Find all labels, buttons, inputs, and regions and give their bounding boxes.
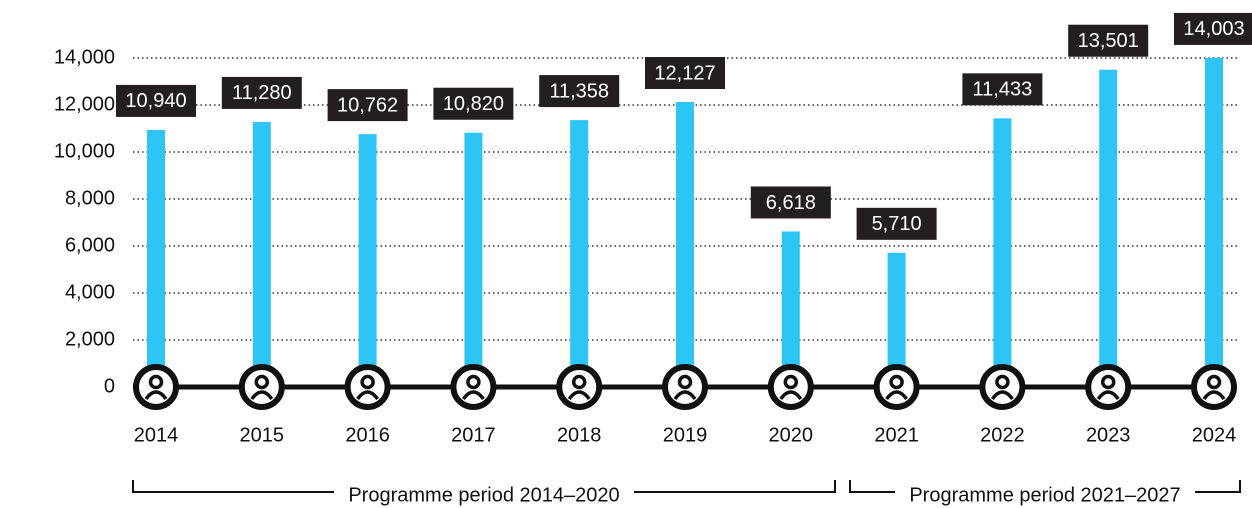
value-label-box (1174, 12, 1252, 45)
bar (252, 121, 271, 388)
person-body (144, 390, 168, 401)
value-label-box (750, 186, 831, 219)
bar (1099, 69, 1118, 387)
value-label: 10,820 (443, 93, 504, 115)
period-label: Programme period 2021–2027 (909, 484, 1180, 506)
person-body (356, 390, 380, 401)
value-label: 11,280 (232, 82, 292, 104)
person-head (148, 374, 164, 390)
value-label-box (645, 57, 725, 90)
x-tick-label: 2021 (874, 424, 919, 446)
person-body (250, 390, 274, 401)
value-label-box (116, 84, 196, 117)
y-tick-label: 14,000 (54, 46, 115, 68)
bar (993, 118, 1012, 388)
person-head (1206, 374, 1222, 390)
bar (570, 120, 589, 387)
bar (358, 134, 377, 387)
person-body (673, 390, 697, 401)
value-label: 11,433 (973, 79, 1033, 101)
person-head (254, 374, 270, 390)
period-label: Programme period 2014–2020 (348, 484, 619, 506)
person-body (779, 390, 803, 401)
person-head (466, 374, 481, 390)
value-label-box (856, 207, 937, 240)
value-label: 14,003 (1183, 18, 1244, 40)
value-label: 6,618 (766, 192, 816, 214)
bar (1205, 57, 1223, 387)
x-tick-label: 2016 (345, 424, 390, 446)
person-body (1202, 390, 1226, 401)
person-body (885, 390, 909, 401)
x-tick-label: 2019 (663, 424, 708, 446)
bar (464, 132, 483, 387)
bracket-gap (895, 478, 1195, 506)
person-head (571, 374, 587, 390)
value-label-box (962, 73, 1043, 106)
x-tick-label: 2014 (134, 424, 179, 446)
value-label: 11,358 (549, 80, 609, 102)
person-head (677, 374, 693, 390)
person-head (783, 374, 799, 390)
value-label-box (327, 89, 408, 122)
y-tick-label: 0 (104, 375, 115, 397)
person-head (889, 374, 904, 390)
x-tick-label: 2024 (1192, 424, 1237, 446)
person-head (995, 374, 1010, 390)
x-tick-label: 2022 (980, 424, 1025, 446)
person-head (1100, 374, 1116, 390)
x-tick-label: 2023 (1086, 424, 1131, 446)
y-tick-label: 12,000 (54, 93, 115, 115)
x-tick-label: 2017 (451, 424, 496, 446)
person-body (461, 390, 485, 401)
value-label: 5,710 (872, 213, 922, 235)
y-tick-label: 8,000 (65, 187, 115, 209)
bar (887, 252, 906, 387)
y-tick-label: 4,000 (65, 281, 115, 303)
y-tick-label: 10,000 (54, 140, 115, 162)
person-body (1096, 390, 1120, 401)
x-tick-label: 2018 (557, 424, 602, 446)
value-label-box (433, 87, 514, 120)
bar (781, 231, 800, 387)
x-tick-label: 2015 (240, 424, 285, 446)
value-label: 13,501 (1078, 30, 1139, 52)
value-label: 10,940 (125, 90, 186, 112)
person-body (567, 390, 591, 401)
value-label: 10,762 (337, 94, 398, 116)
person-body (990, 390, 1014, 401)
value-label-box (221, 76, 302, 109)
value-label-box (1068, 24, 1149, 57)
x-tick-label: 2020 (769, 424, 814, 446)
value-label-box (539, 75, 620, 108)
bar (676, 102, 694, 387)
y-tick-label: 6,000 (65, 234, 115, 256)
value-label: 12,127 (654, 62, 715, 84)
bar (147, 129, 165, 387)
y-tick-label: 2,000 (65, 328, 115, 350)
person-head (360, 374, 375, 390)
bracket-gap (334, 478, 634, 506)
